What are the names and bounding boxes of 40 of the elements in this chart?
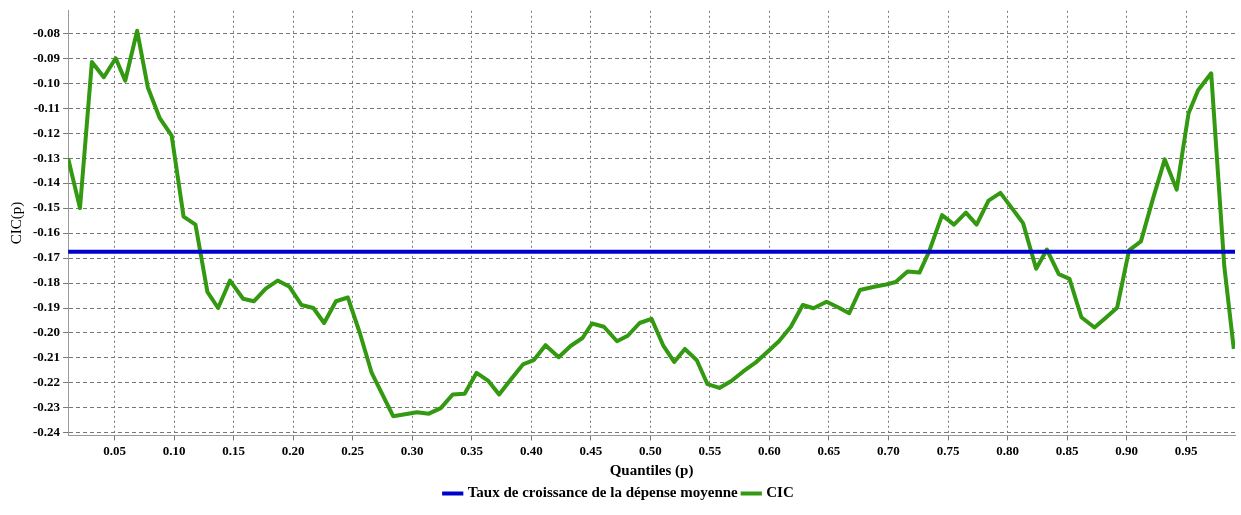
x-tick-label: 0.75 [936,442,960,458]
y-tick-label: -0.14 [32,174,61,190]
x-tick-label: 0.85 [1055,442,1079,458]
x-tick-label: 0.65 [817,442,841,458]
x-tick-label: 0.40 [519,442,543,458]
x-tick-label: 0.20 [281,442,305,458]
x-tick-label: 0.95 [1174,442,1199,458]
x-tick-label: 0.25 [341,442,365,458]
x-tick-label: 0.05 [103,442,127,458]
x-tick-label: 0.15 [222,442,246,458]
y-tick-label: -0.17 [32,249,61,265]
x-tick-label: 0.45 [579,442,603,458]
y-tick-label: -0.10 [32,74,61,90]
y-tick-label: -0.16 [32,224,61,240]
x-tick-label: 0.35 [460,442,484,458]
y-tick-label: -0.09 [32,49,61,65]
y-tick-label: -0.22 [32,374,61,390]
y-tick-label: -0.18 [32,274,61,290]
y-tick-label: -0.11 [33,99,61,115]
x-tick-label: 0.70 [877,442,900,458]
x-tick-label: 0.80 [996,442,1019,458]
y-tick-label: -0.12 [32,124,61,140]
y-tick-label: -0.08 [32,24,61,40]
x-tick-label: 0.30 [400,442,424,458]
y-tick-label: -0.19 [32,299,61,315]
x-tick-label: 0.60 [758,442,781,458]
y-tick-label: -0.23 [32,399,61,415]
y-tick-label: -0.13 [32,149,61,165]
x-tick-label: 0.90 [1115,442,1139,458]
y-tick-label: -0.21 [32,349,61,365]
y-tick-label: -0.15 [32,199,61,215]
y-axis-title: CIC(p) [7,201,25,245]
legend-label: CIC [766,484,794,501]
y-tick-label: -0.24 [32,424,61,440]
y-tick-label: -0.20 [32,324,61,340]
x-tick-label: 0.10 [162,442,186,458]
x-tick-label: 0.55 [698,442,722,458]
x-tick-label: 0.50 [638,442,662,458]
x-axis-title: Quantiles (p) [609,461,694,479]
legend-label: Taux de croissance de la dépense moyenne [467,484,739,501]
